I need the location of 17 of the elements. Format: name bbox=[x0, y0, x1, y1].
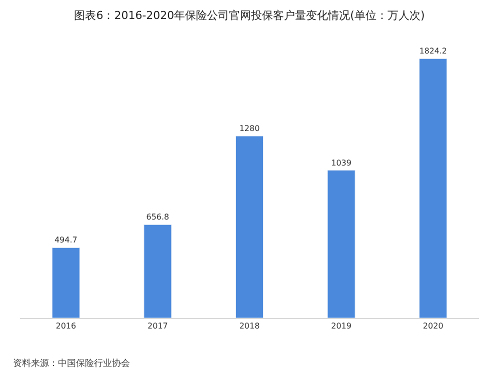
data-label: 494.7 bbox=[54, 236, 78, 245]
data-label: 1039 bbox=[331, 158, 352, 168]
x-tick-label: 2020 bbox=[422, 322, 444, 331]
bar bbox=[327, 170, 356, 318]
bar bbox=[52, 247, 80, 318]
bar bbox=[235, 136, 264, 318]
data-label: 656.8 bbox=[146, 212, 170, 222]
bar bbox=[419, 58, 448, 318]
text: 资料来源：中国保险行业协会 bbox=[13, 358, 130, 369]
data-label: 1280 bbox=[239, 124, 260, 134]
x-tick-label: 2019 bbox=[331, 322, 352, 331]
x-tick-label: 2017 bbox=[148, 322, 168, 331]
chart-title: 图表6：2016-2020年保险公司官网投保客户量变化情况(单位：万人次) bbox=[74, 8, 425, 22]
x-tick-label: 2018 bbox=[239, 322, 260, 331]
bar bbox=[144, 224, 172, 318]
data-label: 1824.2 bbox=[419, 46, 447, 56]
x-tick-label: 2016 bbox=[56, 322, 76, 331]
